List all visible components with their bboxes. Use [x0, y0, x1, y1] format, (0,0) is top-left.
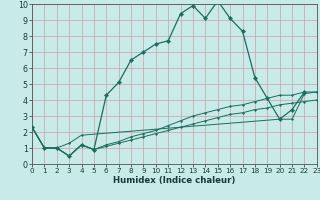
X-axis label: Humidex (Indice chaleur): Humidex (Indice chaleur) [113, 176, 236, 185]
